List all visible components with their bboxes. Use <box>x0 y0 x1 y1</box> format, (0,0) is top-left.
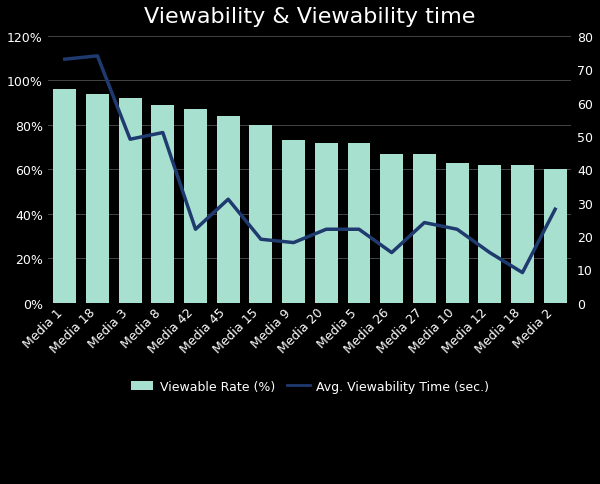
Bar <box>478 166 501 303</box>
Bar <box>282 141 305 303</box>
Bar <box>86 94 109 303</box>
Title: Viewability & Viewability time: Viewability & Viewability time <box>144 7 476 27</box>
Bar <box>446 163 469 303</box>
Bar <box>250 125 272 303</box>
Bar <box>347 143 370 303</box>
Bar <box>53 90 76 303</box>
Bar <box>217 117 239 303</box>
Bar <box>315 143 338 303</box>
Bar <box>511 166 534 303</box>
Bar <box>119 99 142 303</box>
Bar <box>380 154 403 303</box>
Bar <box>151 106 174 303</box>
Bar <box>413 154 436 303</box>
Bar <box>184 110 207 303</box>
Bar <box>544 170 566 303</box>
Legend: Viewable Rate (%), Avg. Viewability Time (sec.): Viewable Rate (%), Avg. Viewability Time… <box>126 375 494 398</box>
